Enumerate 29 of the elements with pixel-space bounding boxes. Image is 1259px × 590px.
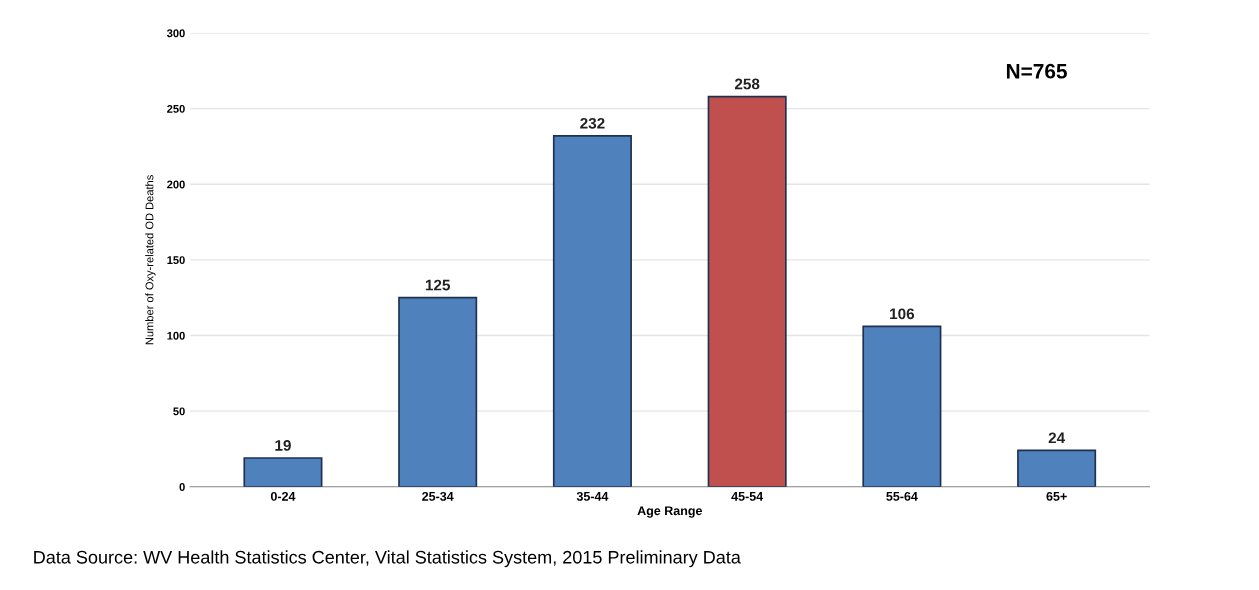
data-label: 24 — [1048, 432, 1066, 444]
x-axis-title: Age Range — [637, 506, 703, 518]
y-axis-title: Number of Oxy-related OD Deaths — [145, 175, 156, 345]
bar — [552, 135, 632, 487]
data-label: 106 — [890, 308, 915, 320]
bar — [243, 457, 323, 487]
data-label: 125 — [425, 279, 451, 291]
y-tick-label: 250 — [167, 104, 185, 113]
y-tick-label: 150 — [167, 256, 185, 265]
x-tick-label: 0-24 — [270, 491, 296, 501]
source-note: Data Source: WV Health Statistics Center, Vital Statistics System, 2015 Preliminary Data — [34, 550, 741, 568]
bar — [398, 296, 478, 487]
y-tick-label: 300 — [166, 29, 185, 38]
y-tick-label: 0 — [179, 483, 185, 491]
y-tick-label: 200 — [167, 180, 185, 189]
bar — [707, 95, 787, 487]
data-label: 19 — [275, 440, 291, 451]
y-tick-label: 100 — [167, 331, 185, 340]
x-tick-label: 25-34 — [422, 491, 454, 501]
bar — [1017, 449, 1097, 487]
bar — [862, 325, 942, 487]
x-tick-label: 55-64 — [886, 491, 918, 501]
x-tick-label: 65+ — [1046, 491, 1067, 501]
data-label: 232 — [580, 117, 605, 129]
x-tick-label: 35-44 — [576, 491, 609, 501]
data-label: 258 — [734, 78, 760, 90]
y-tick-label: 50 — [173, 407, 185, 416]
annotation: N=765 — [1006, 63, 1067, 79]
x-tick-label: 45-54 — [731, 492, 764, 501]
